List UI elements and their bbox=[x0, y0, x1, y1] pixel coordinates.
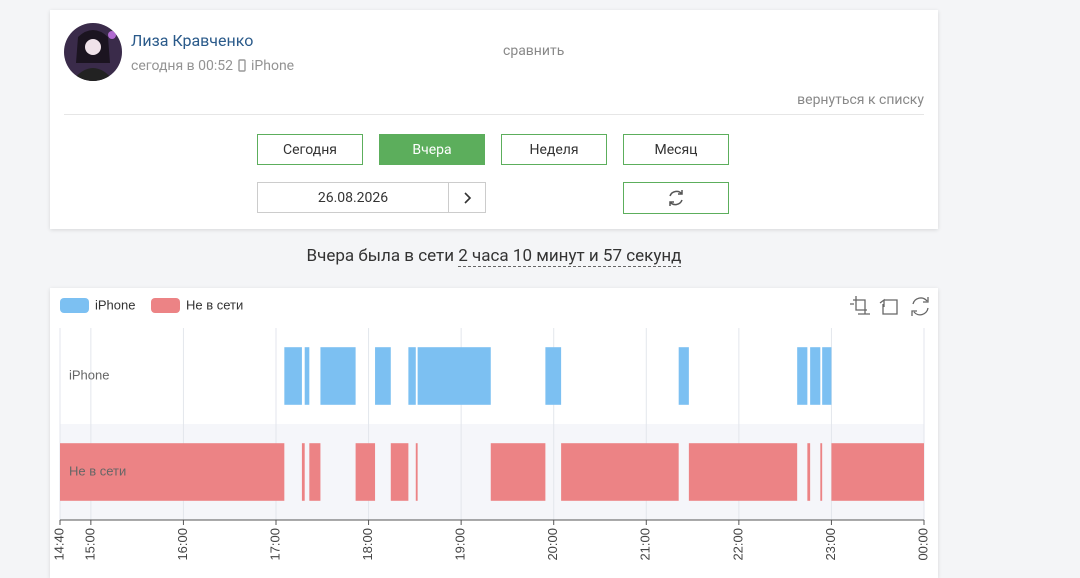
interval-bar bbox=[831, 443, 924, 501]
x-tick-label: 21:00 bbox=[638, 528, 653, 561]
interval-bar bbox=[320, 347, 356, 405]
interval-bar bbox=[417, 347, 491, 405]
restore-icon[interactable] bbox=[879, 298, 898, 315]
legend-swatch bbox=[60, 298, 89, 313]
chevron-icon bbox=[464, 191, 472, 204]
x-tick-label: 23:00 bbox=[823, 528, 838, 561]
date-input[interactable]: 26.08.2026 bbox=[257, 182, 449, 213]
next-date-button[interactable] bbox=[449, 182, 486, 213]
interval-bar bbox=[797, 347, 808, 405]
legend-swatch bbox=[151, 298, 180, 313]
refresh-button[interactable] bbox=[623, 182, 729, 214]
legend-label: iPhone bbox=[95, 297, 135, 312]
divider bbox=[64, 114, 924, 115]
user-name[interactable]: Лиза Кравченко bbox=[131, 31, 254, 50]
interval-bar bbox=[390, 443, 409, 501]
profile-card: Лиза Кравченко сегодня в 00:52 iPhone ср… bbox=[50, 10, 938, 229]
interval-bar bbox=[304, 347, 310, 405]
reload-icon[interactable] bbox=[911, 297, 929, 316]
phone-icon bbox=[238, 59, 246, 72]
x-tick-label: 22:00 bbox=[730, 528, 745, 561]
interval-bar bbox=[678, 347, 689, 405]
interval-bar bbox=[375, 347, 391, 405]
interval-bar bbox=[60, 443, 285, 501]
x-tick-label: 20:00 bbox=[545, 528, 560, 561]
summary: Вчера была в сети 2 часа 10 минут и 57 с… bbox=[0, 246, 988, 267]
period-button[interactable]: Сегодня bbox=[257, 134, 363, 165]
interval-bar bbox=[284, 347, 302, 405]
summary-text: Вчера была в сети bbox=[306, 246, 455, 266]
legend-label: Не в сети bbox=[186, 297, 243, 312]
interval-bar bbox=[490, 443, 546, 501]
refresh-icon bbox=[669, 190, 683, 206]
x-tick-label: 15:00 bbox=[82, 528, 97, 561]
back-link[interactable]: вернуться к списку bbox=[797, 92, 924, 108]
x-tick-label: 00:00 bbox=[915, 528, 930, 561]
x-tick-label: 19:00 bbox=[453, 528, 468, 561]
compare-link[interactable]: сравнить bbox=[503, 43, 565, 59]
device: iPhone bbox=[251, 58, 295, 74]
period-button[interactable]: Вчера bbox=[379, 134, 485, 165]
period-button[interactable]: Месяц bbox=[623, 134, 729, 165]
interval-bar bbox=[415, 443, 418, 501]
x-tick-label: 14:40 bbox=[51, 528, 66, 561]
period-button[interactable]: Неделя bbox=[501, 134, 607, 165]
summary-duration: 2 часа 10 минут и 57 секунд bbox=[458, 246, 682, 267]
interval-bar bbox=[822, 347, 832, 405]
last-seen: сегодня в 00:52 bbox=[131, 58, 234, 74]
chart: 14:40 15:00 16:00 17:00 18:00 19:00 20:00 21:00… bbox=[51, 296, 930, 561]
last-seen-row: сегодня в 00:52 iPhone bbox=[131, 58, 294, 74]
x-tick-label: 18:00 bbox=[360, 528, 375, 561]
interval-bar bbox=[820, 443, 823, 501]
avatar[interactable] bbox=[64, 23, 122, 81]
interval-bar bbox=[355, 443, 376, 501]
interval-bar bbox=[810, 347, 821, 405]
row-label: iPhone bbox=[69, 367, 109, 382]
interval-bar bbox=[309, 443, 321, 501]
x-tick-label: 16:00 bbox=[175, 528, 190, 561]
interval-bar bbox=[688, 443, 798, 501]
interval-bar bbox=[301, 443, 305, 501]
interval-bar bbox=[561, 443, 679, 501]
chart-card: 14:40 15:00 16:00 17:00 18:00 19:00 20:00 21:00… bbox=[50, 288, 938, 578]
row-label: Не в сети bbox=[69, 463, 126, 478]
zoom-icon[interactable] bbox=[850, 296, 870, 315]
interval-bar bbox=[807, 443, 811, 501]
interval-bar bbox=[408, 347, 416, 405]
interval-bar bbox=[545, 347, 562, 405]
x-tick-label: 17:00 bbox=[267, 528, 282, 561]
toolbar bbox=[850, 296, 929, 316]
